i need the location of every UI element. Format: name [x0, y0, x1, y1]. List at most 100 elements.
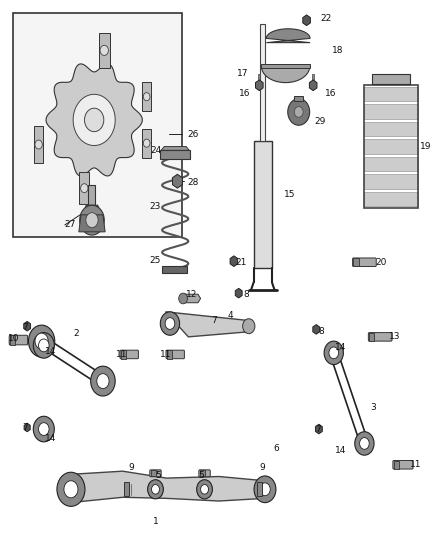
Circle shape [165, 318, 175, 329]
Bar [254, 141, 272, 268]
Bar [260, 24, 265, 141]
Bar [10, 335, 15, 345]
Circle shape [143, 93, 150, 101]
Text: 11: 11 [116, 350, 127, 359]
FancyBboxPatch shape [166, 350, 184, 359]
Circle shape [86, 213, 98, 228]
Text: 1: 1 [152, 517, 159, 526]
FancyBboxPatch shape [393, 461, 413, 469]
Circle shape [294, 107, 303, 117]
Bar [121, 350, 126, 359]
Polygon shape [255, 80, 263, 91]
Polygon shape [59, 471, 274, 503]
FancyBboxPatch shape [353, 258, 376, 266]
Text: 11: 11 [160, 350, 171, 359]
Bar [99, 33, 110, 68]
Polygon shape [24, 321, 31, 331]
FancyBboxPatch shape [368, 333, 392, 341]
Polygon shape [313, 325, 320, 334]
Circle shape [152, 484, 159, 494]
Circle shape [329, 347, 339, 359]
Bar [142, 82, 151, 111]
Text: 12: 12 [186, 290, 198, 298]
Polygon shape [82, 205, 102, 215]
Text: 25: 25 [150, 256, 161, 264]
Bar [364, 87, 418, 101]
Text: 14: 14 [335, 446, 346, 455]
Text: 13: 13 [389, 333, 400, 341]
Circle shape [91, 366, 115, 396]
Text: 11: 11 [410, 461, 421, 469]
Polygon shape [266, 29, 310, 43]
Text: 28: 28 [187, 178, 199, 187]
Circle shape [360, 438, 369, 449]
Text: 7: 7 [211, 317, 217, 325]
Polygon shape [235, 288, 242, 298]
Bar [200, 470, 205, 477]
Text: 22: 22 [321, 14, 332, 23]
Bar [364, 192, 418, 206]
Circle shape [33, 416, 54, 442]
Text: 15: 15 [284, 190, 295, 199]
Bar [394, 461, 399, 469]
Bar [364, 174, 418, 189]
Bar [13, 13, 182, 237]
Bar [312, 74, 314, 84]
Bar [88, 185, 95, 206]
Polygon shape [166, 312, 252, 337]
Polygon shape [230, 256, 238, 266]
Polygon shape [303, 15, 311, 26]
Bar [294, 96, 303, 101]
Polygon shape [315, 424, 322, 434]
Text: 27: 27 [65, 221, 76, 229]
Polygon shape [182, 294, 201, 303]
Circle shape [100, 45, 109, 55]
Polygon shape [79, 215, 105, 232]
Bar [353, 258, 359, 266]
Circle shape [28, 325, 55, 357]
Polygon shape [73, 94, 115, 146]
Circle shape [201, 484, 208, 494]
Bar [364, 104, 418, 119]
Polygon shape [46, 64, 142, 176]
Bar [372, 74, 410, 84]
Text: 19: 19 [420, 142, 431, 150]
Bar [124, 482, 129, 496]
Circle shape [81, 184, 88, 192]
FancyBboxPatch shape [199, 470, 210, 477]
FancyBboxPatch shape [9, 335, 28, 345]
Circle shape [64, 481, 78, 498]
FancyBboxPatch shape [120, 350, 138, 359]
FancyBboxPatch shape [150, 470, 161, 477]
Text: 7: 7 [22, 423, 28, 432]
Bar [151, 470, 156, 477]
Bar [364, 122, 418, 136]
Circle shape [35, 333, 48, 349]
Circle shape [39, 423, 49, 435]
Circle shape [243, 319, 255, 334]
Text: 8: 8 [319, 327, 325, 336]
Text: 16: 16 [325, 90, 336, 98]
Circle shape [324, 341, 343, 365]
Circle shape [85, 108, 104, 132]
Circle shape [260, 483, 270, 496]
Circle shape [33, 333, 54, 358]
Text: 14: 14 [335, 343, 346, 352]
Text: 24: 24 [150, 146, 161, 155]
Bar [160, 150, 190, 159]
Text: 20: 20 [376, 258, 387, 266]
Text: 26: 26 [187, 130, 199, 139]
Bar [257, 482, 262, 496]
Text: 3: 3 [370, 403, 376, 412]
Circle shape [254, 476, 276, 503]
Bar [34, 126, 43, 163]
Bar [167, 350, 172, 359]
Circle shape [35, 140, 42, 149]
Circle shape [39, 339, 49, 352]
Bar [258, 74, 260, 84]
Text: 9: 9 [259, 464, 265, 472]
Polygon shape [173, 174, 182, 188]
Text: 23: 23 [150, 203, 161, 211]
Circle shape [57, 472, 85, 506]
Polygon shape [261, 67, 310, 83]
